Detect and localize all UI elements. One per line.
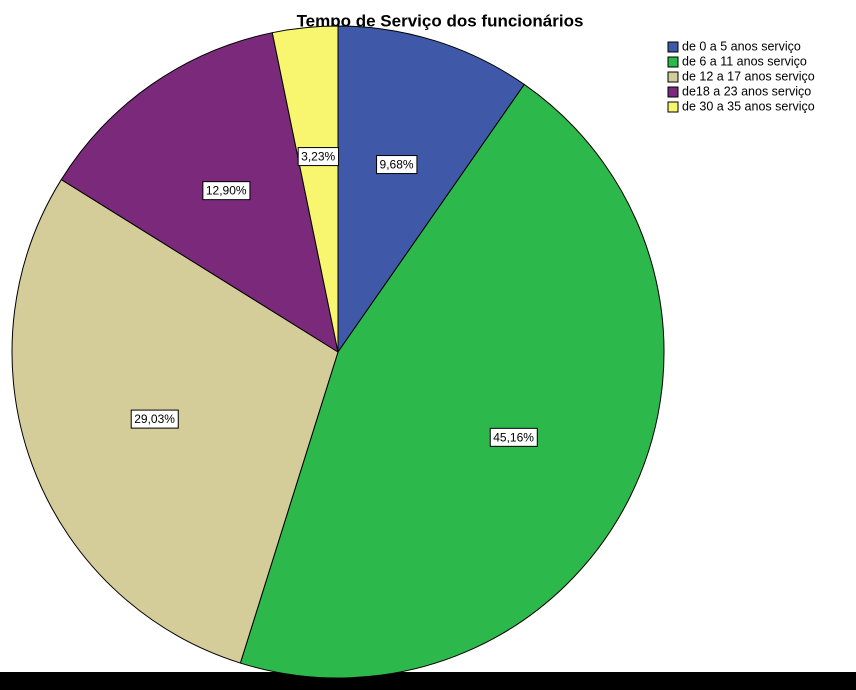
data-label-box: [376, 155, 418, 175]
legend-label: de 0 a 5 anos serviço: [682, 39, 801, 53]
pie-slice: [60, 32, 339, 354]
pie-slice: [271, 25, 339, 353]
data-label: 12,90%: [206, 184, 247, 198]
pie-slice: [239, 83, 665, 679]
bottom-bar: [0, 672, 856, 690]
legend-swatch: [667, 86, 679, 98]
legend-swatch: [667, 101, 679, 113]
legend-label: de 12 a 17 anos serviço: [682, 69, 815, 83]
chart-title: Tempo de Serviço dos funcionários: [297, 11, 584, 30]
data-label-box: [489, 427, 538, 447]
legend-swatch: [667, 56, 679, 68]
legend-label: de 6 a 11 anos serviço: [682, 54, 807, 68]
data-label-box: [297, 147, 340, 167]
data-label: 29,03%: [134, 412, 175, 426]
data-label-box: [202, 181, 251, 201]
legend-label: de18 a 23 anos serviço: [682, 84, 811, 98]
pie-slice: [337, 25, 525, 354]
legend-label: de 30 a 35 anos serviço: [682, 99, 815, 113]
data-label: 3,23%: [301, 150, 335, 164]
data-label: 45,16%: [493, 430, 534, 444]
legend-swatch: [667, 41, 679, 53]
data-label-box: [130, 409, 179, 429]
legend-swatch: [667, 71, 679, 83]
data-label: 9,68%: [380, 158, 414, 172]
